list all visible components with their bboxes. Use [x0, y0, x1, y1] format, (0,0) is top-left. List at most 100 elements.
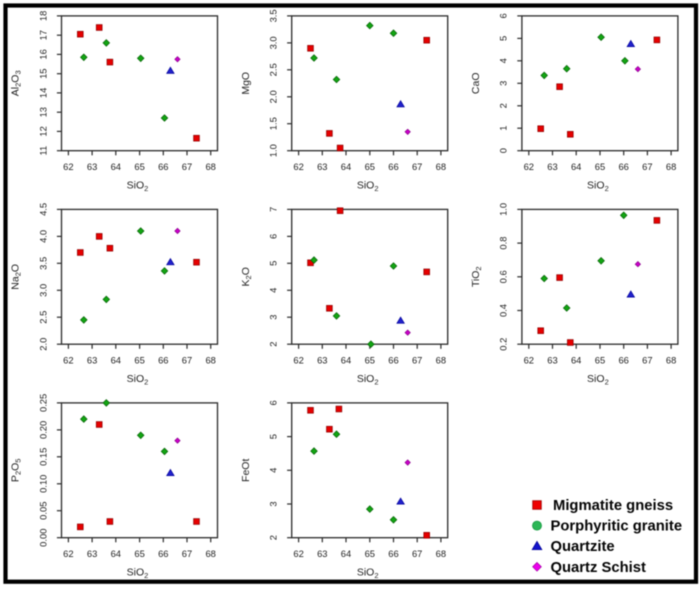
svg-text:1: 1	[498, 126, 509, 131]
svg-text:65: 65	[134, 548, 144, 559]
svg-text:2: 2	[268, 342, 279, 347]
svg-text:0.10: 0.10	[37, 475, 48, 493]
svg-text:13: 13	[37, 107, 48, 117]
svg-text:63: 63	[317, 161, 327, 172]
svg-text:6: 6	[268, 234, 279, 239]
svg-text:4: 4	[498, 58, 509, 63]
svg-text:1.0: 1.0	[498, 203, 509, 216]
svg-text:65: 65	[365, 548, 375, 559]
svg-text:TiO2: TiO2	[470, 266, 483, 287]
svg-text:67: 67	[182, 354, 192, 365]
svg-text:2.0: 2.0	[268, 90, 279, 103]
svg-text:4.0: 4.0	[37, 230, 48, 243]
svg-text:65: 65	[365, 161, 375, 172]
svg-text:63: 63	[87, 161, 97, 172]
svg-text:Migmatite gneiss: Migmatite gneiss	[553, 498, 673, 514]
svg-text:68: 68	[436, 548, 446, 559]
svg-text:68: 68	[436, 161, 446, 172]
svg-text:66: 66	[618, 354, 628, 365]
svg-text:62: 62	[293, 354, 303, 365]
svg-text:0.4: 0.4	[498, 304, 509, 317]
svg-text:67: 67	[412, 354, 422, 365]
svg-text:67: 67	[412, 161, 422, 172]
svg-text:66: 66	[158, 161, 168, 172]
svg-text:1.0: 1.0	[268, 144, 279, 157]
svg-text:62: 62	[63, 354, 73, 365]
svg-text:64: 64	[111, 161, 121, 172]
svg-text:2: 2	[498, 103, 509, 108]
svg-text:66: 66	[158, 548, 168, 559]
svg-text:62: 62	[524, 161, 534, 172]
svg-text:0.05: 0.05	[37, 502, 48, 520]
svg-text:68: 68	[205, 354, 215, 365]
svg-text:62: 62	[63, 161, 73, 172]
svg-text:64: 64	[571, 354, 581, 365]
svg-text:67: 67	[642, 161, 652, 172]
svg-text:SiO2: SiO2	[587, 373, 609, 387]
svg-text:0: 0	[498, 148, 509, 153]
svg-text:63: 63	[87, 354, 97, 365]
svg-text:65: 65	[595, 354, 605, 365]
svg-text:64: 64	[341, 548, 351, 559]
svg-text:15: 15	[37, 68, 48, 78]
svg-text:68: 68	[436, 354, 446, 365]
svg-text:63: 63	[87, 548, 97, 559]
svg-text:0.6: 0.6	[498, 270, 509, 283]
svg-text:SiO2: SiO2	[587, 179, 609, 193]
svg-text:16: 16	[37, 49, 48, 59]
svg-text:5: 5	[268, 261, 279, 266]
svg-text:CaO: CaO	[470, 73, 482, 95]
svg-text:68: 68	[666, 161, 676, 172]
svg-text:SiO2: SiO2	[357, 566, 379, 580]
svg-text:6: 6	[498, 13, 509, 18]
svg-text:14: 14	[37, 88, 48, 98]
svg-text:68: 68	[666, 354, 676, 365]
svg-text:K2O: K2O	[240, 267, 253, 286]
svg-text:64: 64	[111, 548, 121, 559]
svg-text:66: 66	[618, 161, 628, 172]
svg-text:2.0: 2.0	[37, 338, 48, 351]
svg-text:65: 65	[134, 354, 144, 365]
svg-text:3: 3	[498, 81, 509, 86]
svg-text:MgO: MgO	[240, 72, 252, 95]
svg-text:18: 18	[37, 11, 48, 21]
svg-text:SiO2: SiO2	[127, 373, 149, 387]
svg-text:Na2O: Na2O	[10, 264, 23, 290]
svg-text:1.5: 1.5	[268, 117, 279, 130]
svg-text:4: 4	[268, 468, 279, 473]
svg-text:62: 62	[293, 161, 303, 172]
svg-text:0.20: 0.20	[37, 421, 48, 439]
svg-text:66: 66	[158, 354, 168, 365]
svg-text:2.5: 2.5	[37, 311, 48, 324]
svg-text:0.8: 0.8	[498, 237, 509, 250]
svg-text:66: 66	[388, 354, 398, 365]
svg-text:62: 62	[524, 354, 534, 365]
svg-text:64: 64	[341, 161, 351, 172]
svg-text:67: 67	[182, 548, 192, 559]
svg-text:2: 2	[268, 535, 279, 540]
svg-text:FeOt: FeOt	[240, 459, 252, 482]
svg-text:11: 11	[37, 146, 48, 156]
svg-text:Porphyritic granite: Porphyritic granite	[551, 519, 683, 535]
svg-text:3.0: 3.0	[37, 284, 48, 297]
svg-text:5: 5	[268, 434, 279, 439]
svg-text:Quartz Schist: Quartz Schist	[551, 560, 646, 576]
svg-text:64: 64	[341, 354, 351, 365]
svg-text:66: 66	[388, 548, 398, 559]
svg-text:62: 62	[63, 548, 73, 559]
svg-text:3: 3	[268, 315, 279, 320]
svg-text:62: 62	[293, 548, 303, 559]
svg-text:68: 68	[205, 161, 215, 172]
svg-text:64: 64	[571, 161, 581, 172]
svg-text:SiO2: SiO2	[127, 566, 149, 580]
svg-text:SiO2: SiO2	[357, 373, 379, 387]
svg-text:5: 5	[498, 36, 509, 41]
svg-text:65: 65	[595, 161, 605, 172]
svg-text:6: 6	[268, 400, 279, 405]
svg-text:7: 7	[268, 207, 279, 212]
svg-text:67: 67	[642, 354, 652, 365]
svg-text:Al2O3: Al2O3	[10, 70, 23, 96]
svg-text:Quartzite: Quartzite	[551, 539, 615, 555]
svg-text:65: 65	[365, 354, 375, 365]
svg-text:SiO2: SiO2	[357, 179, 379, 193]
